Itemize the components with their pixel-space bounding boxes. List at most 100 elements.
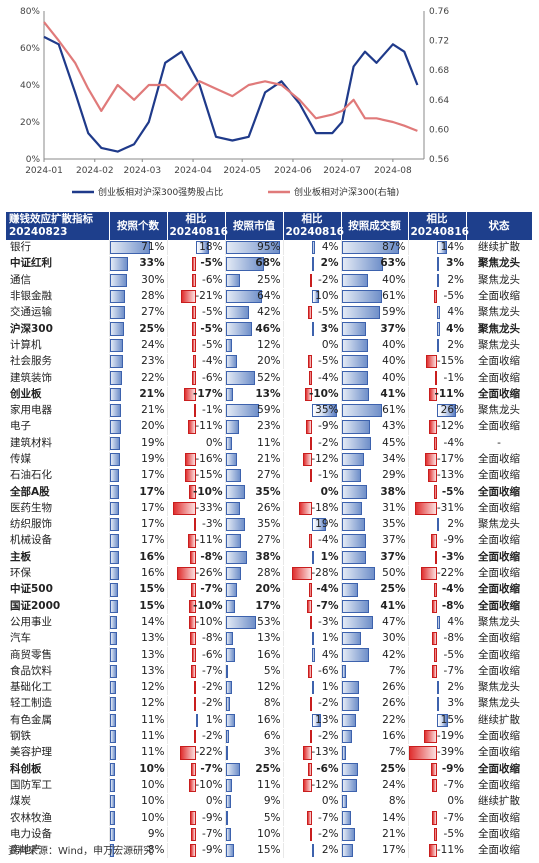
amount-chg-cell-text: -7% — [443, 664, 464, 677]
mcap-chg-cell: 3% — [282, 320, 341, 338]
amount-cell-text: 47% — [382, 615, 406, 628]
count-chg-cell-text: 0% — [205, 795, 223, 808]
mcap-cell-text: 64% — [257, 290, 281, 303]
mcap-chg-cell-text: 10% — [315, 290, 339, 303]
count-cell: 17% — [108, 532, 167, 550]
amount-cell: 61% — [340, 402, 408, 420]
count-cell-text: 10% — [139, 762, 165, 775]
count-chg-cell-text: -8% — [200, 550, 223, 563]
mcap-cell-bar — [226, 355, 237, 369]
amount-chg-cell-text: -39% — [436, 746, 464, 759]
mcap-cell-bar — [226, 550, 248, 564]
mcap-chg-cell-bar — [312, 322, 315, 336]
count-chg-cell: -16% — [166, 451, 225, 469]
mcap-cell: 5% — [224, 809, 283, 827]
row-name: 石油石化 — [6, 467, 109, 485]
table-row: 美容护理 11% -22% 3% -13% 7% -39% 全面收缩 — [6, 744, 532, 762]
table-row: 纺织服饰 17% -3% 35% 19% 35% 2% 聚焦龙头 — [6, 516, 532, 534]
mcap-chg-cell-bar — [307, 664, 312, 679]
count-cell: 8% — [108, 842, 167, 860]
amount-chg-cell: 4% — [407, 320, 466, 338]
amount-chg-cell: -22% — [407, 565, 466, 583]
table-row: 石油石化 17% -15% 27% -1% 29% -13% 全面收缩 — [6, 467, 532, 485]
count-cell-text: 23% — [141, 355, 165, 368]
mcap-cell: 12% — [224, 337, 283, 355]
row-name: 银行 — [6, 240, 109, 257]
row-name: 非银金融 — [6, 288, 109, 306]
count-cell-text: 10% — [141, 811, 165, 824]
count-cell: 19% — [108, 451, 167, 469]
count-cell-bar — [110, 387, 122, 401]
count-cell: 15% — [108, 581, 167, 599]
amount-chg-cell: -5% — [407, 288, 466, 306]
amount-chg-cell-text: 3% — [447, 697, 464, 710]
count-chg-cell-text: -5% — [200, 322, 223, 335]
count-chg-cell-bar — [191, 664, 196, 679]
source-note: 资料来源：Wind，申万宏源研究 — [8, 846, 154, 857]
status-cell: 继续扩散 — [466, 793, 532, 811]
count-chg-cell-text: -5% — [200, 257, 223, 270]
row-name: 纺织服饰 — [6, 516, 109, 534]
amount-chg-cell: -13% — [407, 467, 466, 485]
mcap-cell-bar — [226, 518, 246, 532]
count-chg-cell-bar — [188, 599, 196, 613]
mcap-cell: 20% — [224, 353, 283, 371]
amount-chg-cell-bar — [432, 778, 438, 793]
y-left-tick-label: 80% — [20, 7, 40, 17]
count-chg-cell: -10% — [166, 483, 225, 501]
amount-cell-bar — [342, 697, 359, 711]
count-cell: 12% — [108, 695, 167, 713]
mcap-cell-text: 42% — [257, 306, 281, 319]
status-cell: 聚焦龙头 — [466, 255, 532, 273]
table-row: 交通运输 27% -5% 42% -5% 59% 4% 聚焦龙头 — [6, 304, 532, 322]
count-chg-cell: -15% — [166, 467, 225, 485]
mcap-cell-bar — [226, 469, 241, 483]
mcap-chg-cell-bar — [312, 681, 314, 695]
mcap-chg-cell-bar — [310, 273, 312, 287]
table-body: 银行 71% 18% 95% 4% 87% 14% 继续扩散 中证红利 33% -5% 68% 2% 63… — [6, 240, 532, 860]
amount-cell-bar — [342, 306, 381, 320]
amount-cell-bar — [342, 746, 347, 760]
count-chg-cell-text: -6% — [202, 371, 223, 384]
count-cell-text: 28% — [141, 290, 165, 303]
amount-cell-text: 45% — [382, 436, 406, 449]
amount-chg-cell: -5% — [407, 826, 466, 843]
count-chg-cell-bar — [194, 403, 196, 418]
mcap-cell-bar — [226, 632, 233, 646]
count-cell-bar — [110, 306, 125, 320]
count-chg-cell-bar — [194, 697, 196, 711]
count-chg-cell: -10% — [166, 614, 225, 632]
count-chg-cell: -6% — [166, 369, 225, 387]
count-cell: 17% — [108, 516, 167, 534]
x-tick-label: 2024-02 — [76, 166, 114, 176]
count-chg-cell-text: -8% — [202, 632, 223, 645]
table-row: 沪深300 25% -5% 46% 3% 37% 4% 聚焦龙头 — [6, 320, 532, 338]
count-chg-cell: -21% — [166, 288, 225, 306]
amount-cell: 26% — [340, 695, 408, 713]
count-cell-bar — [110, 550, 119, 564]
row-name: 房地产 — [6, 842, 109, 860]
mcap-chg-cell-text: -5% — [318, 306, 339, 319]
amount-cell: 25% — [340, 761, 408, 778]
line-chart-svg: 0% 20% 40% 60% 80% 0.56 0.60 0.64 0.68 0.72 0.76 20… — [20, 7, 449, 198]
count-chg-cell-text: -10% — [195, 615, 223, 628]
mcap-cell: 25% — [224, 761, 283, 778]
count-chg-cell: -4% — [166, 353, 225, 371]
mcap-cell-bar — [226, 257, 265, 271]
count-chg-cell-bar — [196, 241, 209, 255]
count-chg-cell: -3% — [166, 516, 225, 534]
amount-cell-bar — [342, 387, 369, 401]
mcap-cell-bar — [226, 843, 235, 858]
amount-cell-bar — [342, 648, 370, 662]
mcap-cell: 28% — [224, 565, 283, 583]
mcap-cell-text: 13% — [257, 632, 281, 645]
amount-cell: 22% — [340, 712, 408, 729]
status-cell: 全面收缩 — [466, 386, 532, 403]
amount-cell: 40% — [340, 337, 408, 355]
mcap-cell-text: 16% — [257, 713, 281, 726]
mcap-chg-cell: 10% — [282, 288, 341, 306]
amount-cell-bar — [342, 811, 351, 825]
count-chg-cell: 18% — [166, 240, 225, 257]
count-chg-cell-text: -7% — [200, 583, 223, 596]
amount-chg-cell-bar — [425, 452, 438, 467]
